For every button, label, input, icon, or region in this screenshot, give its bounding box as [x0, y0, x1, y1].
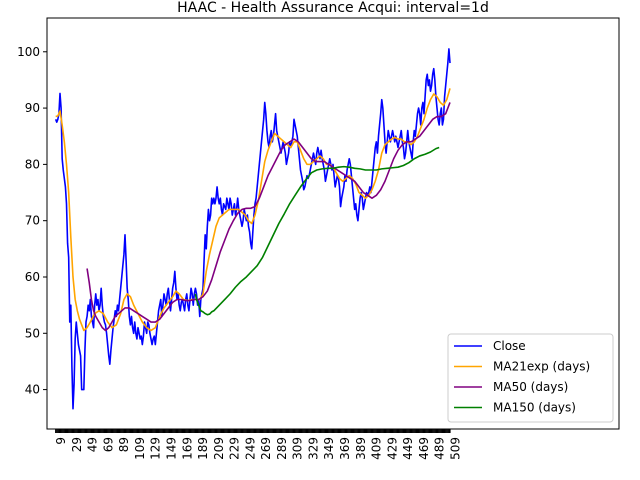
y-tick-label-0: 40 — [25, 383, 40, 397]
x-tick-label-23: 469 — [417, 437, 431, 460]
x-tick-label-3: 69 — [101, 437, 115, 452]
x-tick-label-24: 489 — [433, 437, 447, 460]
x-tick-label-4: 89 — [117, 437, 131, 452]
x-tick-label-22: 449 — [401, 437, 415, 460]
x-tick-label-25: 509 — [448, 437, 462, 460]
series-line-1 — [55, 88, 451, 332]
x-tick-label-18: 369 — [338, 437, 352, 460]
y-tick-label-1: 50 — [25, 326, 40, 340]
x-tick-label-8: 169 — [180, 437, 194, 460]
legend-label-0: Close — [493, 339, 526, 353]
x-tick-label-6: 129 — [149, 437, 163, 460]
x-tick-label-21: 429 — [385, 437, 399, 460]
x-tick-label-7: 149 — [164, 437, 178, 460]
x-tick-label-13: 269 — [259, 437, 273, 460]
series-layer — [54, 48, 451, 410]
x-tick-label-0: 9 — [54, 437, 68, 445]
series-line-0 — [54, 48, 451, 410]
x-tick-label-15: 309 — [291, 437, 305, 460]
legend: Close MA21exp (days) MA50 (days) MA150 (day… — [447, 333, 614, 423]
legend-box — [447, 333, 614, 423]
x-tick-label-1: 29 — [70, 437, 84, 452]
x-axis: 9 29 49 69 89 109 129 149 169 189 209 229 249 269 289 3… — [54, 429, 462, 460]
x-tick-label-16: 329 — [306, 437, 320, 460]
y-tick-label-3: 70 — [25, 214, 40, 228]
x-tick-label-2: 49 — [86, 437, 100, 452]
legend-label-2: MA50 (days) — [493, 380, 568, 394]
x-tick-label-14: 289 — [275, 437, 289, 460]
x-tick-label-19: 389 — [354, 437, 368, 460]
y-tick-label-2: 60 — [25, 270, 40, 284]
x-tick-label-17: 349 — [322, 437, 336, 460]
y-tick-label-4: 80 — [25, 157, 40, 171]
x-tick-label-12: 249 — [243, 437, 257, 460]
x-tick-label-5: 109 — [133, 437, 147, 460]
y-tick-label-5: 90 — [25, 101, 40, 115]
y-tick-label-6: 100 — [17, 45, 40, 59]
series-line-2 — [86, 102, 451, 332]
y-axis: 40 50 60 70 80 90 100 — [17, 45, 47, 397]
series-line-3 — [194, 146, 440, 316]
x-tick-label-9: 189 — [196, 437, 210, 460]
chart-title: HAAC - Health Assurance Acqui: interval=… — [177, 0, 489, 16]
x-tick-label-20: 409 — [370, 437, 384, 460]
legend-label-3: MA150 (days) — [493, 401, 576, 415]
legend-label-1: MA21exp (days) — [493, 360, 590, 374]
x-tick-label-11: 229 — [228, 437, 242, 460]
x-tick-label-10: 209 — [212, 437, 226, 460]
